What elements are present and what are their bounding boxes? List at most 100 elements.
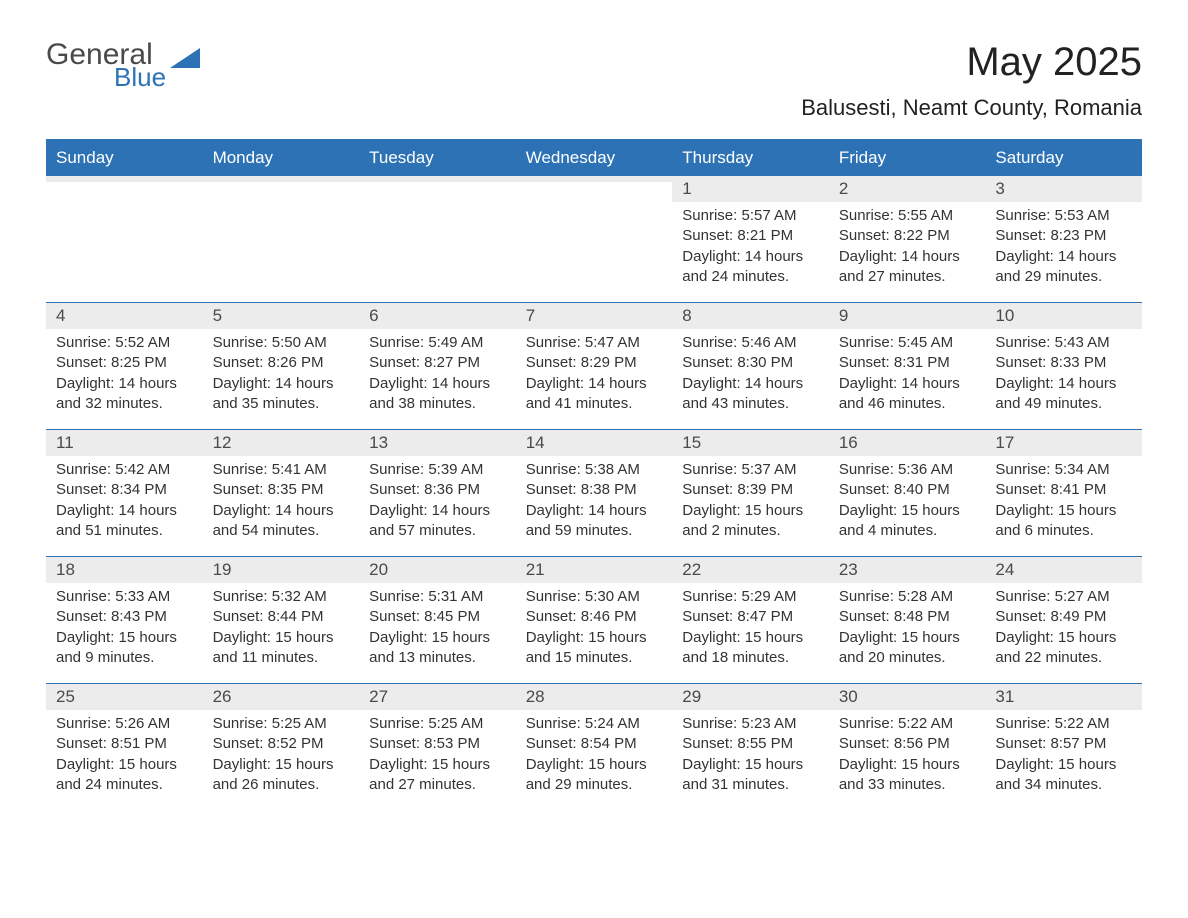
day-details: Sunrise: 5:43 AMSunset: 8:33 PMDaylight:… xyxy=(985,329,1142,414)
day-details: Sunrise: 5:41 AMSunset: 8:35 PMDaylight:… xyxy=(203,456,360,541)
day-details: Sunrise: 5:38 AMSunset: 8:38 PMDaylight:… xyxy=(516,456,673,541)
day-details: Sunrise: 5:39 AMSunset: 8:36 PMDaylight:… xyxy=(359,456,516,541)
sunrise-line: Sunrise: 5:22 AM xyxy=(839,714,976,734)
day-details: Sunrise: 5:25 AMSunset: 8:52 PMDaylight:… xyxy=(203,710,360,795)
calendar-day: 11Sunrise: 5:42 AMSunset: 8:34 PMDayligh… xyxy=(46,430,203,556)
daylight-line: Daylight: 14 hours and 57 minutes. xyxy=(369,501,506,542)
sunset-line: Sunset: 8:43 PM xyxy=(56,607,193,627)
sunset-line: Sunset: 8:38 PM xyxy=(526,480,663,500)
day-number-bar xyxy=(46,176,203,182)
title-block: May 2025 Balusesti, Neamt County, Romani… xyxy=(801,40,1142,121)
sunset-line: Sunset: 8:26 PM xyxy=(213,353,350,373)
daylight-line: Daylight: 15 hours and 6 minutes. xyxy=(995,501,1132,542)
sunrise-line: Sunrise: 5:49 AM xyxy=(369,333,506,353)
sunset-line: Sunset: 8:23 PM xyxy=(995,226,1132,246)
daylight-line: Daylight: 14 hours and 43 minutes. xyxy=(682,374,819,415)
day-number: 27 xyxy=(369,687,388,706)
daylight-line: Daylight: 14 hours and 29 minutes. xyxy=(995,247,1132,288)
day-details: Sunrise: 5:37 AMSunset: 8:39 PMDaylight:… xyxy=(672,456,829,541)
sunset-line: Sunset: 8:31 PM xyxy=(839,353,976,373)
daylight-line: Daylight: 15 hours and 13 minutes. xyxy=(369,628,506,669)
sunset-line: Sunset: 8:46 PM xyxy=(526,607,663,627)
calendar-week: 4Sunrise: 5:52 AMSunset: 8:25 PMDaylight… xyxy=(46,302,1142,429)
day-number-bar: 22 xyxy=(672,557,829,583)
daylight-line: Daylight: 15 hours and 24 minutes. xyxy=(56,755,193,796)
daylight-line: Daylight: 14 hours and 59 minutes. xyxy=(526,501,663,542)
day-number-bar: 15 xyxy=(672,430,829,456)
daylight-line: Daylight: 14 hours and 32 minutes. xyxy=(56,374,193,415)
day-number-bar: 20 xyxy=(359,557,516,583)
sunset-line: Sunset: 8:56 PM xyxy=(839,734,976,754)
sunset-line: Sunset: 8:48 PM xyxy=(839,607,976,627)
calendar-day: 19Sunrise: 5:32 AMSunset: 8:44 PMDayligh… xyxy=(203,557,360,683)
calendar-day-empty xyxy=(203,176,360,302)
sunrise-line: Sunrise: 5:50 AM xyxy=(213,333,350,353)
sunrise-line: Sunrise: 5:25 AM xyxy=(369,714,506,734)
day-number-bar: 9 xyxy=(829,303,986,329)
day-number-bar: 8 xyxy=(672,303,829,329)
day-details: Sunrise: 5:30 AMSunset: 8:46 PMDaylight:… xyxy=(516,583,673,668)
sunrise-line: Sunrise: 5:41 AM xyxy=(213,460,350,480)
day-number-bar: 21 xyxy=(516,557,673,583)
day-number: 20 xyxy=(369,560,388,579)
day-number: 17 xyxy=(995,433,1014,452)
calendar-day-empty xyxy=(516,176,673,302)
day-number-bar: 16 xyxy=(829,430,986,456)
sunrise-line: Sunrise: 5:24 AM xyxy=(526,714,663,734)
sunrise-line: Sunrise: 5:25 AM xyxy=(213,714,350,734)
day-number-bar: 14 xyxy=(516,430,673,456)
day-details: Sunrise: 5:23 AMSunset: 8:55 PMDaylight:… xyxy=(672,710,829,795)
sunset-line: Sunset: 8:29 PM xyxy=(526,353,663,373)
calendar-day: 1Sunrise: 5:57 AMSunset: 8:21 PMDaylight… xyxy=(672,176,829,302)
calendar-day: 12 Sunrise: 5:41 AMSunset: 8:35 PMDayligh… xyxy=(203,430,360,556)
day-number: 14 xyxy=(526,433,545,452)
day-number: 12 xyxy=(213,433,232,452)
day-number-bar xyxy=(516,176,673,182)
day-details: Sunrise: 5:31 AMSunset: 8:45 PMDaylight:… xyxy=(359,583,516,668)
calendar-day: 28Sunrise: 5:24 AMSunset: 8:54 PMDayligh… xyxy=(516,684,673,810)
day-details: Sunrise: 5:26 AMSunset: 8:51 PMDaylight:… xyxy=(46,710,203,795)
logo-word2: Blue xyxy=(114,64,166,90)
calendar-day: 10Sunrise: 5:43 AMSunset: 8:33 PMDayligh… xyxy=(985,303,1142,429)
day-details: Sunrise: 5:57 AMSunset: 8:21 PMDaylight:… xyxy=(672,202,829,287)
day-details: Sunrise: 5:45 AMSunset: 8:31 PMDaylight:… xyxy=(829,329,986,414)
day-details: Sunrise: 5:49 AMSunset: 8:27 PMDaylight:… xyxy=(359,329,516,414)
calendar-day: 13 Sunrise: 5:39 AMSunset: 8:36 PMDayligh… xyxy=(359,430,516,556)
calendar-day: 29Sunrise: 5:23 AMSunset: 8:55 PMDayligh… xyxy=(672,684,829,810)
sunset-line: Sunset: 8:52 PM xyxy=(213,734,350,754)
day-number-bar: 26 xyxy=(203,684,360,710)
sunset-line: Sunset: 8:30 PM xyxy=(682,353,819,373)
calendar-day: 6Sunrise: 5:49 AMSunset: 8:27 PMDaylight… xyxy=(359,303,516,429)
calendar-body: 1Sunrise: 5:57 AMSunset: 8:21 PMDaylight… xyxy=(46,175,1142,810)
day-number: 9 xyxy=(839,306,848,325)
day-details: Sunrise: 5:53 AMSunset: 8:23 PMDaylight:… xyxy=(985,202,1142,287)
day-number-bar xyxy=(203,176,360,182)
day-number: 16 xyxy=(839,433,858,452)
weekday-header: Thursday xyxy=(672,141,829,175)
calendar-day: 24Sunrise: 5:27 AMSunset: 8:49 PMDayligh… xyxy=(985,557,1142,683)
day-details: Sunrise: 5:24 AMSunset: 8:54 PMDaylight:… xyxy=(516,710,673,795)
calendar-day: 2Sunrise: 5:55 AMSunset: 8:22 PMDaylight… xyxy=(829,176,986,302)
sunset-line: Sunset: 8:27 PM xyxy=(369,353,506,373)
day-number: 7 xyxy=(526,306,535,325)
day-number: 25 xyxy=(56,687,75,706)
day-details: Sunrise: 5:36 AMSunset: 8:40 PMDaylight:… xyxy=(829,456,986,541)
daylight-line: Daylight: 15 hours and 34 minutes. xyxy=(995,755,1132,796)
day-number: 13 xyxy=(369,433,388,452)
daylight-line: Daylight: 15 hours and 31 minutes. xyxy=(682,755,819,796)
calendar-day: 15Sunrise: 5:37 AMSunset: 8:39 PMDayligh… xyxy=(672,430,829,556)
sunrise-line: Sunrise: 5:27 AM xyxy=(995,587,1132,607)
day-number: 5 xyxy=(213,306,222,325)
sunset-line: Sunset: 8:45 PM xyxy=(369,607,506,627)
daylight-line: Daylight: 14 hours and 51 minutes. xyxy=(56,501,193,542)
calendar-week: 18Sunrise: 5:33 AMSunset: 8:43 PMDayligh… xyxy=(46,556,1142,683)
weekday-header: Tuesday xyxy=(359,141,516,175)
daylight-line: Daylight: 15 hours and 26 minutes. xyxy=(213,755,350,796)
calendar: SundayMondayTuesdayWednesdayThursdayFrid… xyxy=(46,139,1142,810)
daylight-line: Daylight: 14 hours and 27 minutes. xyxy=(839,247,976,288)
calendar-day: 8Sunrise: 5:46 AMSunset: 8:30 PMDaylight… xyxy=(672,303,829,429)
daylight-line: Daylight: 14 hours and 35 minutes. xyxy=(213,374,350,415)
day-number-bar: 28 xyxy=(516,684,673,710)
calendar-day: 7Sunrise: 5:47 AMSunset: 8:29 PMDaylight… xyxy=(516,303,673,429)
sunset-line: Sunset: 8:47 PM xyxy=(682,607,819,627)
